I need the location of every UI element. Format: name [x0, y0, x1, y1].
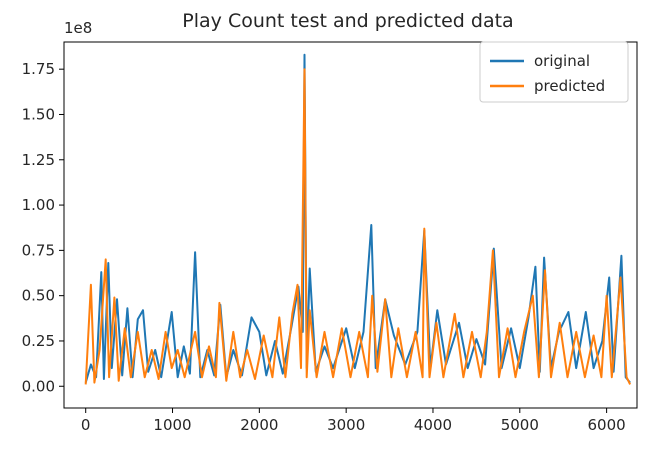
y-tick-label: 0.75: [22, 241, 55, 259]
y-tick-label: 0.25: [22, 332, 55, 350]
x-tick-label: 3000: [327, 416, 365, 434]
x-tick-label: 1000: [153, 416, 191, 434]
x-tick-label: 6000: [588, 416, 626, 434]
plot-area: [84, 53, 631, 385]
axes-frame: [63, 41, 638, 409]
x-tick-label: 0: [81, 416, 91, 434]
y-tick-label: 1.75: [22, 60, 55, 78]
y-offset-text: 1e8: [64, 19, 92, 37]
chart-title: Play Count test and predicted data: [182, 10, 513, 32]
x-tick-label: 5000: [501, 416, 539, 434]
y-tick-label: 1.00: [22, 196, 55, 214]
y-tick-label: 0.50: [22, 287, 55, 305]
x-tick-label: 2000: [240, 416, 278, 434]
legend: original predicted: [479, 41, 629, 103]
y-tick-label: 1.50: [22, 105, 55, 123]
axes: 0 1000 2000 3000 4000 5000 6000 0.00 0.25 0.50 0.7…: [22, 41, 638, 434]
y-tick-label: 1.25: [22, 151, 55, 169]
legend-label-predicted: predicted: [534, 77, 605, 95]
x-tick-label: 4000: [414, 416, 452, 434]
y-tick-label: 0.00: [22, 377, 55, 395]
series-line-predicted: [84, 68, 631, 385]
legend-label-original: original: [534, 52, 590, 70]
